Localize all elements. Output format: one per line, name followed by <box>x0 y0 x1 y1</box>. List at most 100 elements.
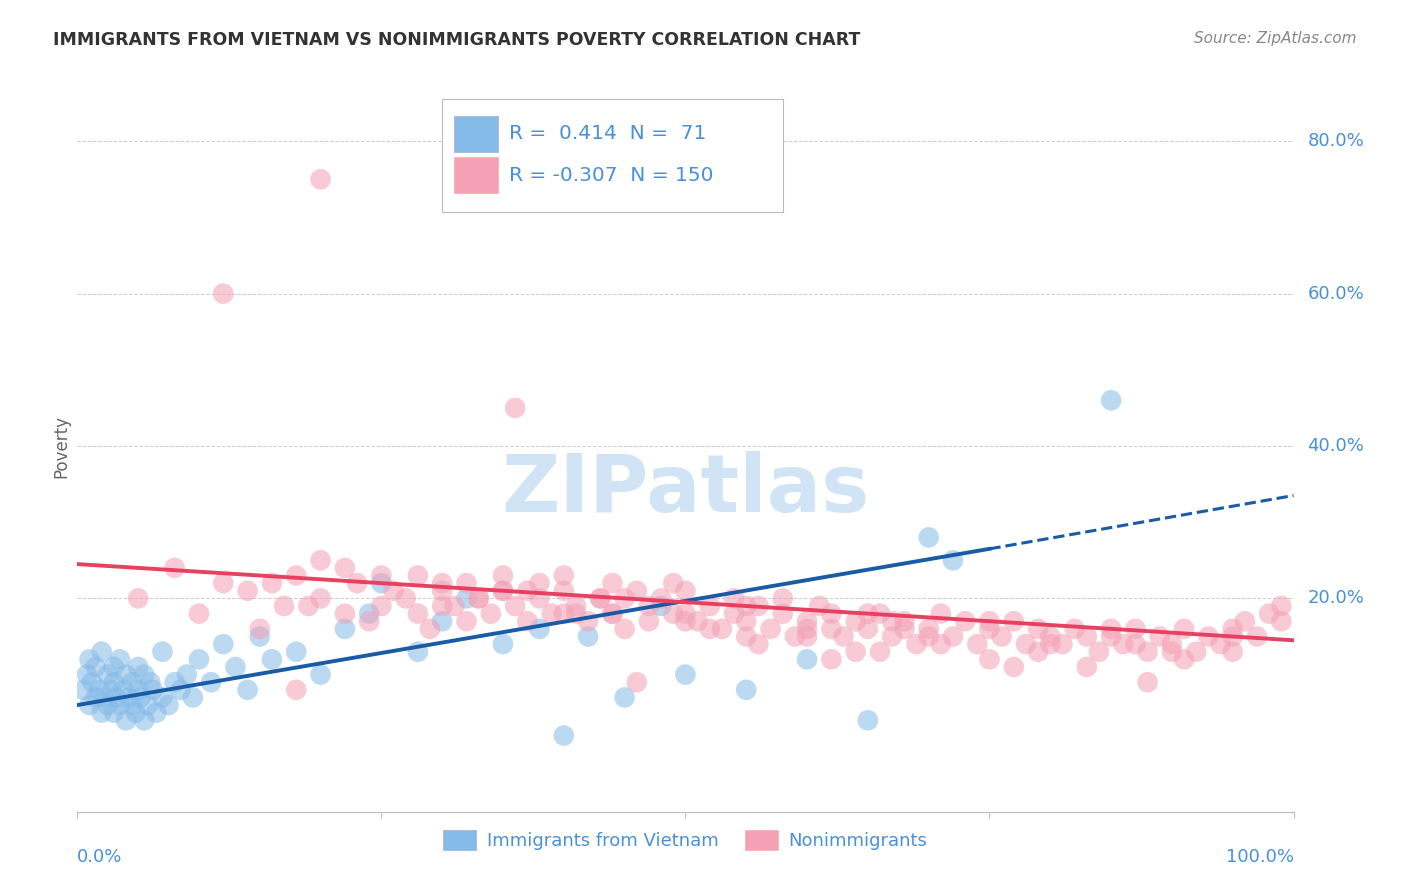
Point <box>1173 652 1195 666</box>
Point <box>1222 622 1244 636</box>
Point <box>1136 645 1159 659</box>
Point <box>129 690 152 705</box>
Point <box>735 614 758 628</box>
Point <box>370 576 392 591</box>
Text: ZIPatlas: ZIPatlas <box>502 450 869 529</box>
Point <box>1099 393 1122 408</box>
Point <box>832 630 855 644</box>
Point <box>1125 622 1147 636</box>
Point <box>157 698 180 712</box>
Point <box>735 630 758 644</box>
Point <box>918 630 941 644</box>
Point <box>882 630 904 644</box>
Point <box>929 637 952 651</box>
Point <box>589 591 612 606</box>
Point <box>540 607 562 621</box>
Point <box>236 682 259 697</box>
Point <box>979 622 1001 636</box>
Point <box>808 599 831 613</box>
Point <box>553 729 575 743</box>
Point <box>359 614 381 628</box>
Point <box>1002 660 1025 674</box>
Point <box>1246 630 1268 644</box>
Point <box>675 614 697 628</box>
Point <box>553 583 575 598</box>
Point <box>966 637 988 651</box>
Point <box>84 690 107 705</box>
Point <box>406 607 429 621</box>
Point <box>882 614 904 628</box>
Point <box>333 622 356 636</box>
Legend: Immigrants from Vietnam, Nonimmigrants: Immigrants from Vietnam, Nonimmigrants <box>436 823 935 857</box>
Point <box>905 637 928 651</box>
Point <box>662 607 685 621</box>
Point <box>529 576 551 591</box>
Point <box>565 607 588 621</box>
Text: 100.0%: 100.0% <box>1226 847 1294 866</box>
Point <box>249 622 271 636</box>
Point <box>1063 622 1085 636</box>
Point <box>529 591 551 606</box>
Point <box>503 401 526 415</box>
Point <box>699 622 721 636</box>
Point <box>492 583 515 598</box>
Point <box>419 622 441 636</box>
Point <box>735 682 758 697</box>
Point <box>516 583 538 598</box>
Point <box>142 682 165 697</box>
Point <box>772 607 794 621</box>
Point <box>650 591 672 606</box>
Point <box>145 706 167 720</box>
Point <box>163 561 186 575</box>
Point <box>613 591 636 606</box>
Point <box>759 622 782 636</box>
Point <box>929 607 952 621</box>
Point <box>139 675 162 690</box>
Point <box>430 614 453 628</box>
Point <box>1076 660 1098 674</box>
Point <box>675 583 697 598</box>
Point <box>103 706 125 720</box>
Point <box>212 637 235 651</box>
Point <box>845 645 868 659</box>
Point <box>796 614 818 628</box>
Point <box>176 667 198 681</box>
Point <box>1039 630 1062 644</box>
Point <box>650 599 672 613</box>
Point <box>893 614 915 628</box>
Point <box>662 576 685 591</box>
Point <box>430 576 453 591</box>
Point <box>626 675 648 690</box>
Point <box>136 698 159 712</box>
Point <box>893 622 915 636</box>
Point <box>1026 622 1049 636</box>
Point <box>772 591 794 606</box>
Point <box>117 690 139 705</box>
Point <box>553 568 575 582</box>
Point <box>1125 637 1147 651</box>
Point <box>796 652 818 666</box>
Point <box>942 630 965 644</box>
Text: R = -0.307  N = 150: R = -0.307 N = 150 <box>509 166 714 185</box>
Point <box>333 607 356 621</box>
Point <box>188 607 211 621</box>
Point <box>1258 607 1281 621</box>
Point <box>675 607 697 621</box>
Point <box>406 568 429 582</box>
Point <box>212 286 235 301</box>
Point <box>152 690 174 705</box>
Point <box>181 690 204 705</box>
Text: 20.0%: 20.0% <box>1308 590 1364 607</box>
Point <box>127 660 149 674</box>
Point <box>735 599 758 613</box>
Point <box>297 599 319 613</box>
Point <box>516 614 538 628</box>
Point <box>79 698 101 712</box>
Point <box>370 599 392 613</box>
Text: 60.0%: 60.0% <box>1308 285 1364 302</box>
Point <box>163 675 186 690</box>
Point <box>285 645 308 659</box>
Point <box>115 667 138 681</box>
Point <box>112 682 135 697</box>
Point <box>1015 637 1038 651</box>
